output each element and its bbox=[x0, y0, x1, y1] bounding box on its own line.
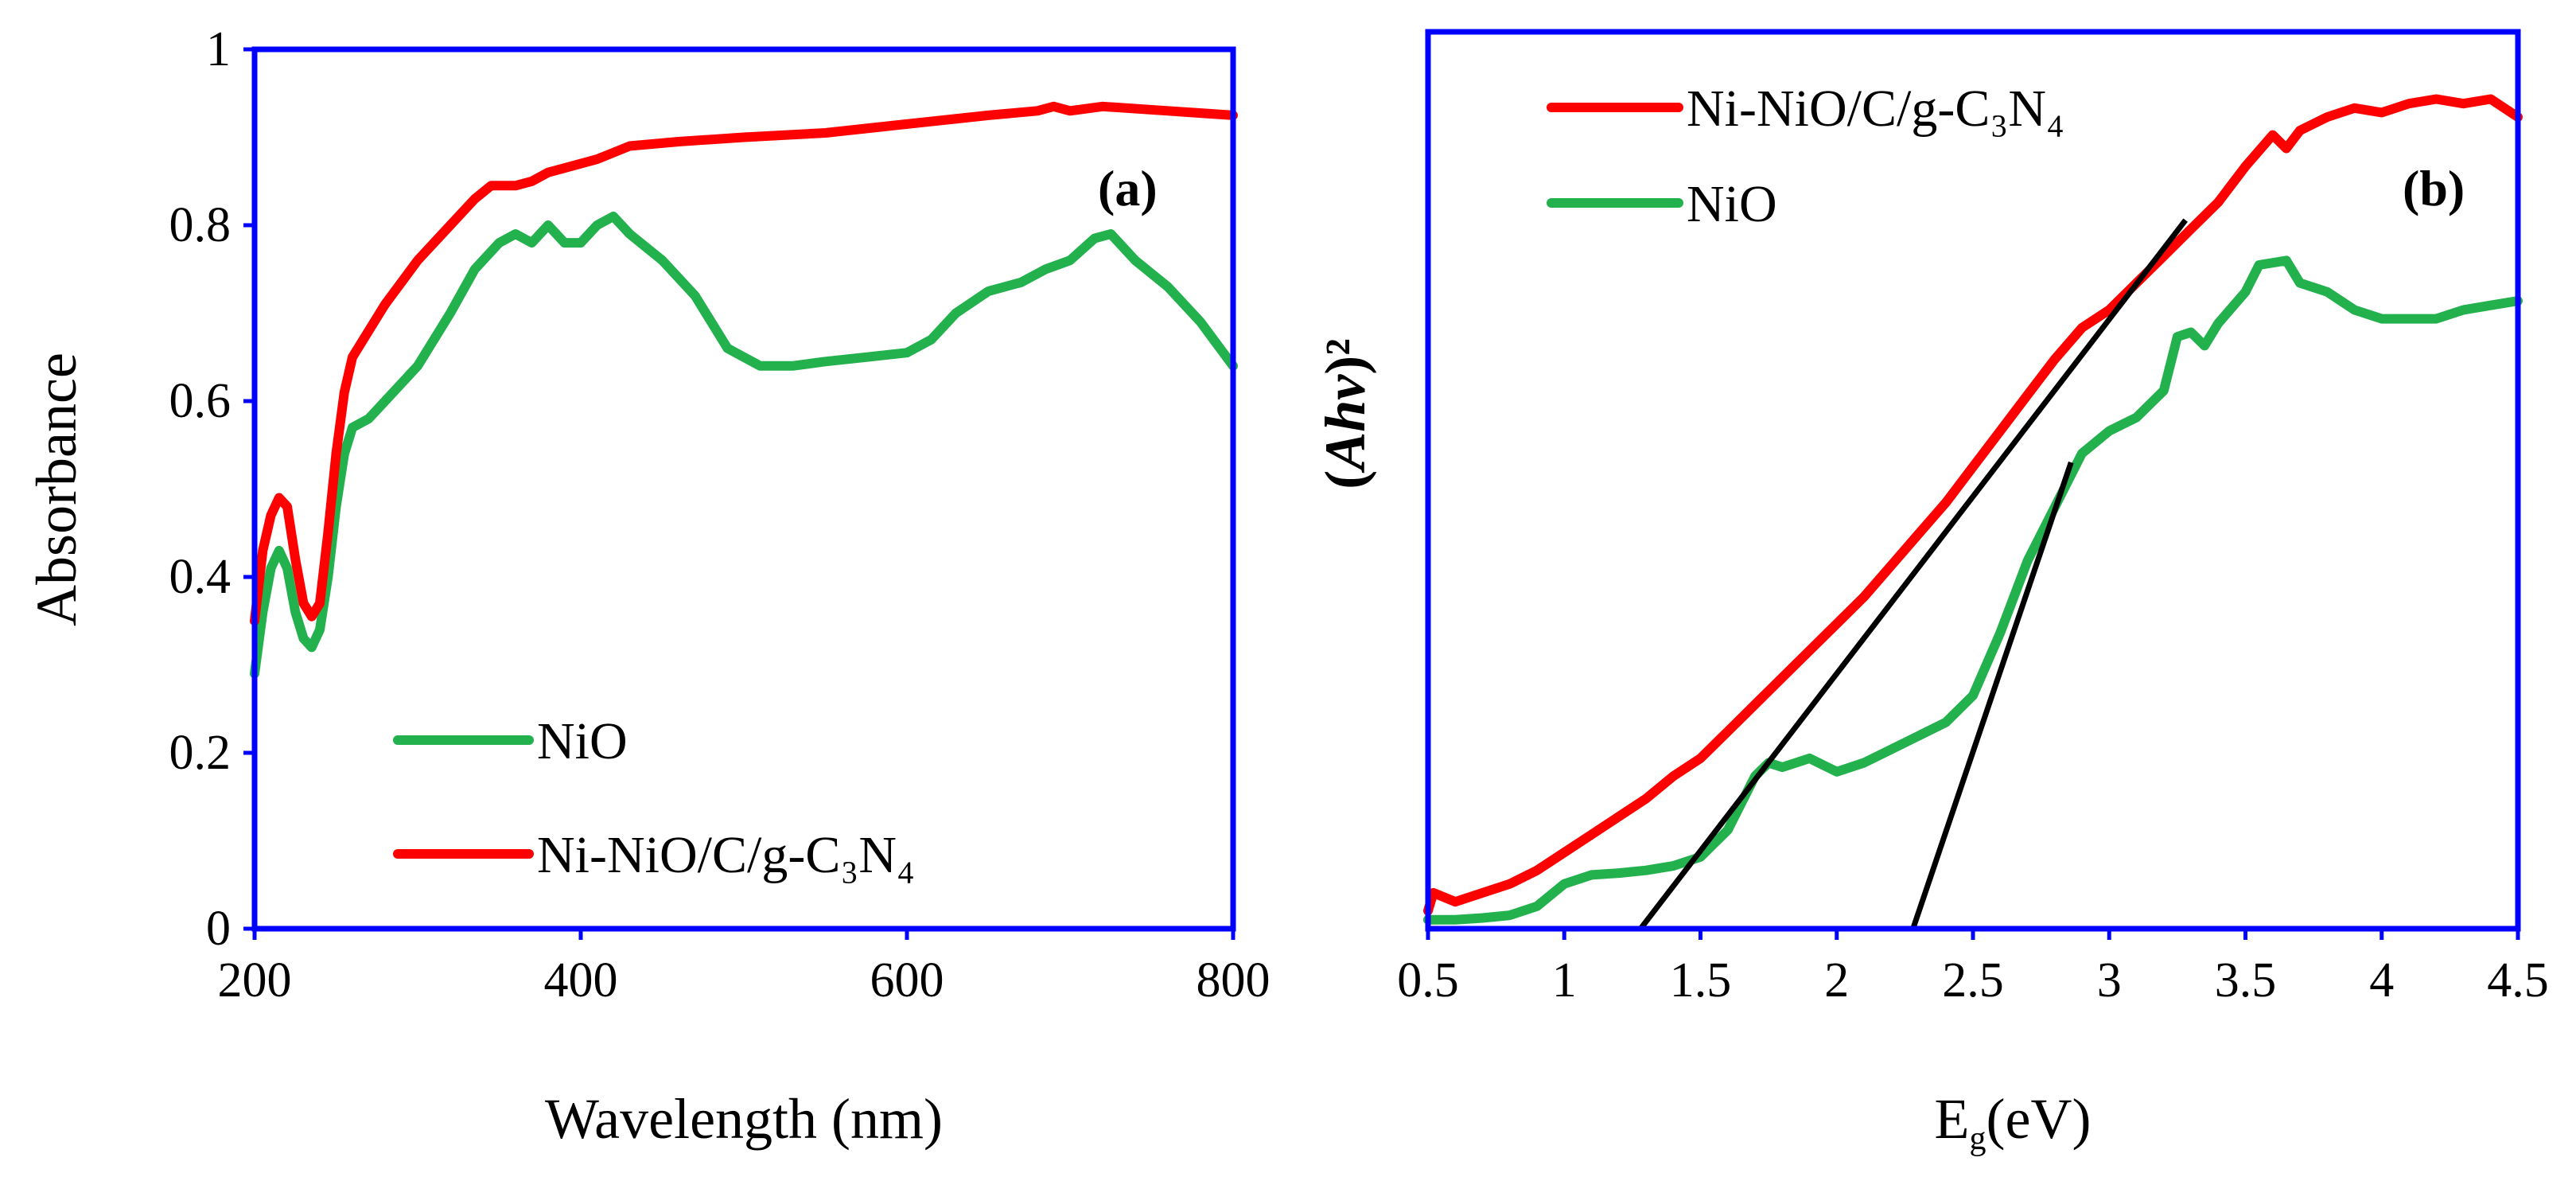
panel-a-x-tick-label: 400 bbox=[544, 953, 618, 1007]
panel-b-x-tick-label: 3.5 bbox=[2215, 953, 2277, 1007]
panel-b-x-tick-label: 1.5 bbox=[1670, 953, 1732, 1007]
panel-b-x-tick-label: 4 bbox=[2369, 953, 2394, 1007]
panel-b-y-axis-title: (Ahν)² bbox=[1313, 338, 1377, 489]
panel-b-x-tick-label: 2.5 bbox=[1942, 953, 2004, 1007]
panel-b-y-axis-open: ( bbox=[1313, 470, 1377, 489]
legend-b-label-nio: NiO bbox=[1687, 175, 1777, 233]
legend-label-composite: Ni-NiO/C/g-C₃N₄ bbox=[537, 826, 915, 884]
panel-b-tangent-line-composite bbox=[1638, 218, 2188, 931]
panel-a-x-tick-label: 600 bbox=[870, 953, 944, 1007]
panel-b-x-axis-sub: g bbox=[1970, 1120, 1986, 1157]
panel-a-y-tick-label: 0 bbox=[206, 902, 231, 956]
panel-b: 0.5 1 1.5 2 2.5 3 3.5 4 4.5 (b) Eg(eV) (Ahν)² Ni… bbox=[1313, 29, 2549, 1157]
panel-b-x-tick-label: 3 bbox=[2097, 953, 2122, 1007]
panel-a-frame bbox=[251, 46, 1236, 932]
panel-b-x-axis-e: E bbox=[1935, 1087, 1970, 1151]
panel-b-x-tick-label: 1 bbox=[1552, 953, 1577, 1007]
panel-a-y-tick-label: 0.6 bbox=[169, 374, 232, 428]
panel-a-x-tick-label: 800 bbox=[1197, 953, 1270, 1007]
legend-label-nio: NiO bbox=[537, 712, 628, 770]
panel-a-series-line-composite bbox=[250, 101, 1238, 626]
panel-a-legend: NiO Ni-NiO/C/g-C₃N₄ bbox=[393, 712, 915, 884]
panel-a-y-axis-title: Absorbance bbox=[25, 353, 88, 626]
panel-a-y-tick-label: 0.8 bbox=[169, 198, 232, 252]
panel-b-x-tick-label: 2 bbox=[1824, 953, 1849, 1007]
panel-a-y-tick-label: 0.2 bbox=[169, 726, 232, 780]
panel-b-series-line-composite bbox=[1423, 94, 2523, 916]
panel-a-x-tick-label: 200 bbox=[218, 953, 292, 1007]
panel-b-x-axis-unit: (eV) bbox=[1986, 1087, 2092, 1151]
panel-a-y-tick-label: 1 bbox=[206, 22, 231, 76]
panel-b-y-axis-close: )² bbox=[1313, 338, 1377, 375]
panel-a-x-axis-title: Wavelength (nm) bbox=[545, 1087, 943, 1151]
legend-b-label-composite: Ni-NiO/C/g-C₃N₄ bbox=[1687, 80, 2064, 138]
panel-b-x-axis-title: Eg(eV) bbox=[1935, 1087, 2092, 1157]
panel-b-x-tick-label: 0.5 bbox=[1397, 953, 1459, 1007]
panel-b-label: (b) bbox=[2403, 160, 2465, 216]
panel-b-series-line-nio bbox=[1423, 255, 2523, 925]
panel-b-x-tick-label: 4.5 bbox=[2487, 953, 2549, 1007]
panel-b-y-axis-italic: Ahν bbox=[1313, 374, 1377, 474]
panel-b-tangent-line-nio bbox=[1910, 461, 2074, 930]
panel-a-label: (a) bbox=[1098, 160, 1158, 216]
panel-a-y-tick-label: 0.4 bbox=[169, 550, 232, 604]
panel-b-legend: Ni-NiO/C/g-C₃N₄ NiO bbox=[1547, 80, 2064, 233]
panel-a-series-line-nio bbox=[250, 211, 1238, 679]
panel-b-frame bbox=[1425, 29, 2521, 932]
panel-a: 200 400 600 800 0 0.2 0.4 0.6 0.8 1 (a) Waveleng… bbox=[25, 22, 1270, 1151]
